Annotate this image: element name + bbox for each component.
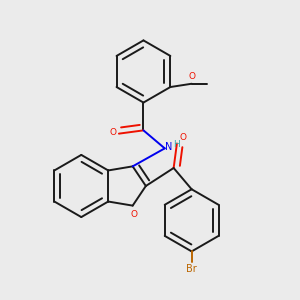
Text: N: N bbox=[165, 142, 173, 152]
Text: Br: Br bbox=[186, 263, 197, 274]
Text: O: O bbox=[179, 133, 187, 142]
Text: H: H bbox=[173, 140, 180, 149]
Text: O: O bbox=[109, 128, 116, 137]
Text: O: O bbox=[188, 72, 195, 81]
Text: O: O bbox=[130, 209, 137, 218]
